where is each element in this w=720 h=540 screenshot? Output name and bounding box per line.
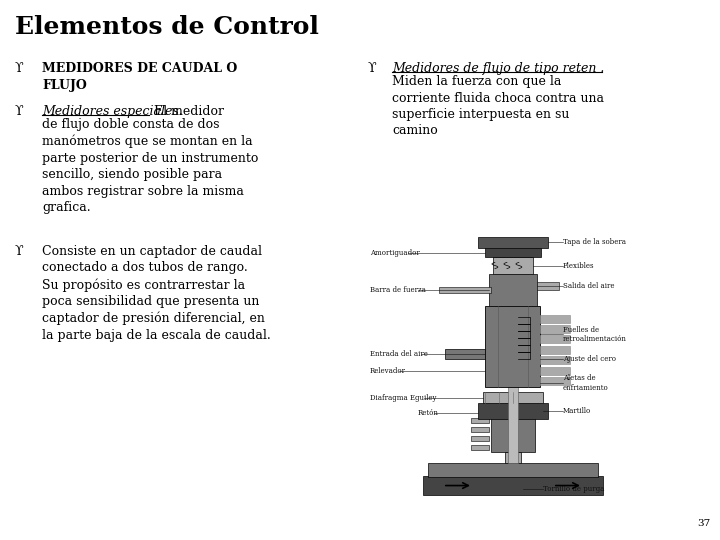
Text: ϒ: ϒ	[15, 245, 24, 258]
Bar	[537, 282, 559, 290]
Bar	[368, 225, 713, 495]
Text: Fuelles de
retroalimentación: Fuelles de retroalimentación	[563, 326, 627, 343]
Bar	[491, 411, 535, 452]
Text: Entrada del aire: Entrada del aire	[370, 350, 428, 357]
Bar	[478, 403, 548, 420]
Bar	[471, 427, 489, 432]
Bar	[505, 452, 521, 463]
Bar	[541, 356, 570, 364]
Bar	[541, 325, 570, 333]
Text: El medidor: El medidor	[150, 105, 224, 118]
Text: Miden la fuerza con que la
corriente fluida choca contra una
superficie interpue: Miden la fuerza con que la corriente flu…	[392, 75, 604, 138]
Bar	[439, 287, 491, 293]
Text: Barra de fuerza: Barra de fuerza	[370, 286, 426, 294]
Text: MEDIDORES DE CAUDAL O
FLUJO: MEDIDORES DE CAUDAL O FLUJO	[42, 62, 238, 91]
Bar	[471, 418, 489, 423]
Bar	[446, 349, 485, 359]
Text: Relevador: Relevador	[370, 367, 406, 375]
Bar	[478, 237, 548, 248]
Bar	[541, 367, 570, 375]
Text: ϒ: ϒ	[15, 62, 24, 75]
Bar	[489, 274, 537, 306]
Text: Tornillo de purga: Tornillo de purga	[543, 485, 604, 494]
Bar	[483, 393, 543, 403]
Bar	[471, 436, 489, 441]
Bar	[471, 445, 489, 450]
Text: Medidores especiales.: Medidores especiales.	[42, 105, 183, 118]
Bar	[541, 314, 570, 322]
Text: Ajuste del cero: Ajuste del cero	[563, 355, 616, 363]
Text: ϒ: ϒ	[368, 62, 377, 75]
Text: de flujo doble consta de dos
manómetros que se montan en la
parte posterior de u: de flujo doble consta de dos manómetros …	[42, 118, 258, 214]
Text: Tapa de la sobera: Tapa de la sobera	[563, 238, 626, 246]
Bar	[541, 335, 570, 343]
Text: Amortiguador: Amortiguador	[370, 248, 420, 256]
Text: Elementos de Control: Elementos de Control	[15, 15, 319, 39]
Bar	[541, 346, 570, 354]
Text: Martillo: Martillo	[563, 407, 591, 415]
Bar	[485, 306, 541, 387]
Text: Salida del aire: Salida del aire	[563, 282, 614, 290]
Bar	[488, 399, 538, 403]
Bar	[428, 463, 598, 477]
Bar	[493, 258, 533, 274]
Text: Diafragma Eguiley: Diafragma Eguiley	[370, 394, 436, 402]
Text: Medidores de flujo de tipo reten .: Medidores de flujo de tipo reten .	[392, 62, 604, 75]
Text: Aletas de
enfriamiento: Aletas de enfriamiento	[563, 374, 608, 392]
Text: Retón: Retón	[418, 409, 439, 417]
Text: ϒ: ϒ	[15, 105, 24, 118]
Text: Consiste en un captador de caudal
conectado a dos tubos de rango.
Su propósito e: Consiste en un captador de caudal conect…	[42, 245, 271, 342]
Bar	[541, 377, 570, 385]
Bar	[423, 476, 603, 495]
Text: 37: 37	[697, 519, 710, 528]
Text: Flexibles: Flexibles	[563, 261, 595, 269]
Bar	[485, 241, 541, 258]
Bar	[508, 295, 518, 463]
